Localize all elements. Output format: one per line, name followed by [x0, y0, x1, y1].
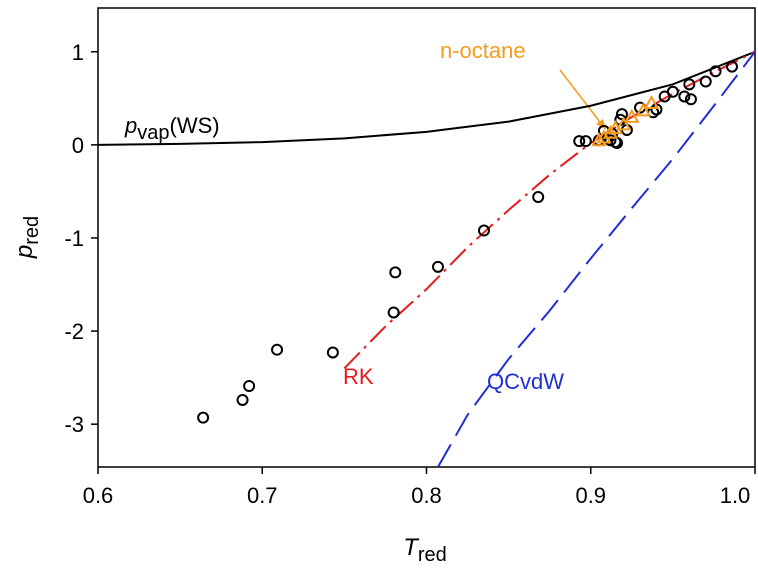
plot-area — [98, 50, 755, 467]
y-axis-label-sub: red — [21, 216, 43, 245]
data-triangle — [591, 132, 607, 147]
data-point — [532, 191, 545, 203]
data-point — [387, 306, 400, 319]
plot-frame — [97, 7, 756, 468]
y-tick-label: 0 — [72, 133, 84, 158]
x-axis-label: Tred — [403, 534, 447, 566]
data-point — [389, 266, 402, 279]
y-tick-label: -3 — [64, 412, 84, 437]
data-point — [666, 85, 679, 98]
y-tick-label: -1 — [64, 226, 84, 251]
rk-label: RK — [343, 364, 374, 389]
data-point — [579, 135, 592, 148]
data-triangle — [615, 116, 632, 131]
data-triangle — [624, 108, 640, 123]
data-point — [678, 90, 691, 103]
vap-label: pvap(WS) — [124, 113, 220, 144]
vap-label-suffix: (WS) — [170, 113, 220, 138]
data-point — [431, 260, 444, 273]
x-tick-label: 0.6 — [83, 483, 114, 508]
data-point — [683, 78, 696, 91]
x-tick-label: 0.8 — [411, 483, 442, 508]
data-point — [243, 380, 256, 392]
x-axis-label-main: T — [403, 534, 420, 561]
data-point — [326, 346, 339, 359]
data-triangle — [635, 102, 651, 117]
data-point — [197, 411, 210, 424]
series-line — [437, 51, 755, 467]
x-axis-label-sub: red — [418, 544, 447, 566]
vap-label-sub: vap — [137, 122, 169, 144]
data-point — [709, 65, 722, 78]
qcvdw-label: QCvdW — [487, 369, 564, 394]
data-point — [573, 135, 586, 148]
data-point — [236, 393, 249, 406]
octane-arrowhead — [596, 119, 606, 130]
y-axis-label-main: p — [11, 245, 38, 259]
x-tick-label: 1.0 — [720, 483, 751, 508]
octane-label: n-octane — [440, 38, 526, 63]
y-tick-label: 1 — [72, 40, 84, 65]
data-point — [477, 224, 490, 237]
data-point — [271, 343, 284, 356]
x-tick-label: 0.7 — [247, 483, 278, 508]
data-triangle — [643, 94, 660, 109]
y-tick-label: -2 — [64, 319, 84, 344]
data-point — [684, 93, 697, 106]
series-line — [98, 50, 755, 146]
data-point — [726, 60, 739, 73]
data-point — [615, 108, 628, 121]
y-axis-label: pred — [11, 216, 43, 259]
data-point — [699, 75, 712, 88]
x-tick-label: 0.9 — [575, 483, 606, 508]
series-line — [343, 50, 755, 370]
vap-label-main: p — [124, 113, 137, 138]
octane-arrow — [559, 69, 604, 127]
